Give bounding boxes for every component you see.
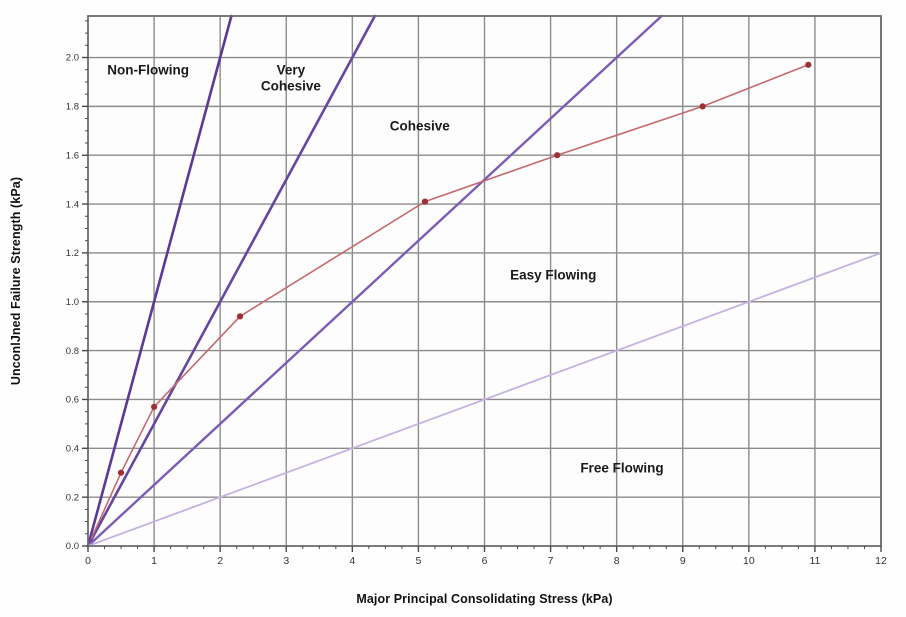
y-tick-label: 0.0 bbox=[66, 541, 79, 552]
x-tick-label: 6 bbox=[482, 555, 488, 567]
x-tick-label: 12 bbox=[875, 555, 887, 567]
boundary-line-ffc-4-boundary bbox=[86, 14, 663, 548]
boundary-line-ffc-10-boundary bbox=[87, 252, 882, 547]
y-tick-label: 2.0 bbox=[66, 53, 79, 64]
x-tick-label: 10 bbox=[743, 555, 755, 567]
data-point bbox=[151, 403, 158, 410]
x-tick-label: 5 bbox=[415, 555, 421, 567]
y-axis-title: UnconlJned Failure Strength (kPa) bbox=[9, 176, 23, 386]
region-label: Non-Flowing bbox=[107, 62, 189, 77]
x-tick-label: 8 bbox=[614, 555, 620, 567]
region-label: Cohesive bbox=[390, 119, 451, 134]
y-tick-label: 1.8 bbox=[66, 102, 79, 113]
region-label: Easy Flowing bbox=[510, 268, 596, 283]
data-line bbox=[90, 64, 809, 540]
y-tick-label: 1.4 bbox=[66, 199, 79, 210]
data-point bbox=[699, 103, 706, 110]
x-tick-label: 2 bbox=[217, 555, 223, 567]
x-tick-label: 7 bbox=[548, 555, 554, 567]
y-tick-label: 1.0 bbox=[66, 297, 79, 308]
data-point bbox=[117, 469, 125, 476]
data-point bbox=[805, 61, 812, 68]
x-tick-label: 0 bbox=[85, 555, 91, 567]
y-tick-label: 1.6 bbox=[66, 150, 79, 161]
x-tick-label: 9 bbox=[680, 555, 686, 567]
boundary-line-ffc-1-boundary bbox=[86, 14, 233, 548]
x-tick-label: 11 bbox=[809, 555, 820, 567]
boundary-line-ffc-2-boundary bbox=[86, 14, 377, 548]
x-tick-label: 4 bbox=[349, 555, 355, 567]
y-tick-label: 0.2 bbox=[66, 492, 79, 503]
y-tick-label: 1.2 bbox=[66, 248, 79, 259]
region-label: Free Flowing bbox=[580, 461, 663, 476]
x-tick-label: 3 bbox=[283, 555, 289, 567]
x-axis-title: Major Principal Consolidating Stress (kP… bbox=[356, 592, 613, 606]
data-point bbox=[236, 313, 244, 320]
y-tick-label: 0.6 bbox=[66, 395, 79, 406]
data-point bbox=[421, 198, 429, 205]
data-point bbox=[554, 152, 561, 159]
y-tick-label: 0.4 bbox=[66, 444, 79, 455]
y-tick-label: 0.8 bbox=[66, 346, 79, 357]
region-label: Very Cohesive bbox=[261, 62, 322, 93]
x-tick-label: 1 bbox=[151, 555, 157, 567]
